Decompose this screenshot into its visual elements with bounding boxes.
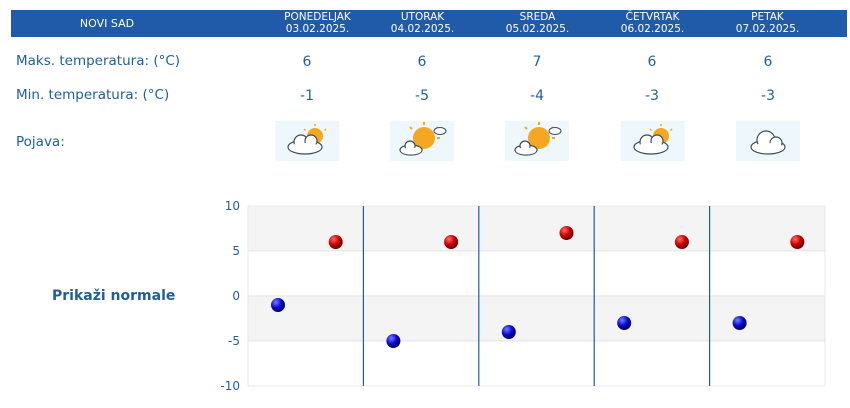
min-temperature-label: Min. temperatura: (°C) (16, 87, 170, 103)
day-name: UTORAK (400, 11, 445, 23)
day-date: 05.02.2025. (505, 23, 570, 35)
max-temp-marker (790, 235, 805, 249)
day-date: 06.02.2025. (620, 23, 685, 35)
day-name: SREDA (519, 11, 556, 23)
min-temp-marker (617, 316, 632, 330)
max-temp-marker (444, 235, 459, 249)
day-date: 04.02.2025. (390, 23, 455, 35)
min-temp-marker (386, 334, 401, 348)
day-header-2: UTORAK 04.02.2025. (365, 11, 480, 35)
y-tick-label: 10 (225, 199, 240, 213)
city-name: NOVI SAD (79, 17, 135, 30)
max-temp-marker (328, 235, 343, 249)
chart-grid-band (247, 295, 826, 342)
day-header-5: PETAK 07.02.2025. (710, 11, 825, 35)
max-temp-value: 6 (647, 54, 657, 70)
cloud-icon (736, 121, 800, 161)
max-temp-value: 7 (532, 54, 542, 70)
chart-grid-band (247, 205, 826, 252)
sunny-cloud-icon (505, 121, 569, 161)
min-temp-marker (501, 325, 516, 339)
day-date: 03.02.2025. (285, 23, 350, 35)
max-temperature-label: Maks. temperatura: (°C) (16, 53, 181, 69)
min-temp-value: -3 (645, 88, 659, 104)
day-name: PETAK (751, 11, 784, 23)
min-temp-value: -4 (530, 88, 544, 104)
y-tick-label: 0 (232, 289, 240, 303)
min-temp-value: -5 (415, 88, 429, 104)
day-name: ČETVRTAK (625, 11, 680, 23)
partly-cloudy-icon (275, 121, 339, 161)
max-temp-value: 6 (302, 54, 312, 70)
max-temp-value: 6 (763, 54, 773, 70)
chart-grid-band (247, 340, 826, 387)
day-header-3: SREDA 05.02.2025. (480, 11, 595, 35)
min-temp-value: -1 (300, 88, 314, 104)
day-header-4: ČETVRTAK 06.02.2025. (595, 11, 710, 35)
day-header-1: PONEDELJAK 03.02.2025. (260, 11, 375, 35)
sunny-cloud-icon (390, 121, 454, 161)
y-tick-label: 5 (232, 244, 240, 258)
max-temp-value: 6 (417, 54, 427, 70)
y-tick-label: -5 (228, 334, 240, 348)
max-temp-marker (559, 226, 574, 240)
day-name: PONEDELJAK (284, 11, 351, 23)
min-temp-value: -3 (761, 88, 775, 104)
show-normals-link[interactable]: Prikaži normale (52, 288, 176, 304)
phenomenon-label: Pojava: (16, 134, 65, 150)
y-tick-label: -10 (220, 379, 240, 393)
min-temp-marker (732, 316, 747, 330)
partly-cloudy-icon (621, 121, 685, 161)
min-temp-marker (271, 298, 286, 312)
forecast-header: NOVI SAD PONEDELJAK 03.02.2025. UTORAK 0… (11, 10, 847, 37)
day-date: 07.02.2025. (735, 23, 800, 35)
max-temp-marker (674, 235, 689, 249)
chart-grid-band (247, 250, 826, 297)
